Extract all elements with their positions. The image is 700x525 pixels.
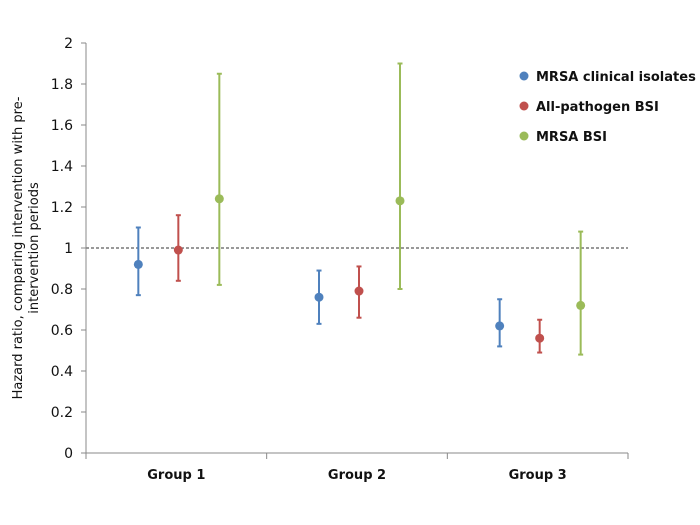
- x-category-label: Group 1: [147, 468, 205, 483]
- data-point: [314, 292, 324, 302]
- y-tick-label: 0.8: [51, 282, 73, 298]
- data-point: [576, 300, 586, 310]
- legend-marker: [519, 71, 529, 81]
- y-tick-label: 1: [64, 241, 73, 257]
- y-tick-label: 0: [64, 446, 73, 462]
- legend-label: MRSA clinical isolates: [536, 70, 696, 85]
- series-all-pathogen-bsi: [173, 214, 545, 354]
- data-point: [214, 194, 224, 204]
- y-tick-label: 0.6: [51, 323, 73, 339]
- y-axis-label-line-2: intervention periods: [27, 182, 42, 314]
- series-mrsa-clinical-isolates: [133, 226, 505, 348]
- y-tick-label: 0.2: [51, 405, 73, 421]
- y-tick-label: 1.2: [51, 200, 73, 216]
- data-point: [354, 286, 364, 296]
- data-point: [495, 321, 505, 331]
- data-point: [173, 245, 183, 255]
- y-tick-label: 1.8: [51, 77, 73, 93]
- y-tick-label: 2: [64, 36, 73, 52]
- legend-marker: [519, 101, 529, 111]
- chart-legend: MRSA clinical isolates All-pathogen BSI MR…: [519, 70, 696, 145]
- y-tick-label: 1.6: [51, 118, 73, 134]
- legend-label: MRSA BSI: [536, 130, 607, 145]
- x-category-label: Group 2: [328, 468, 386, 483]
- data-point: [535, 333, 545, 343]
- x-category-label: Group 3: [509, 468, 567, 483]
- y-axis-label-line-1: Hazard ratio, comparing intervention wit…: [11, 96, 26, 399]
- chart-series: [133, 62, 586, 356]
- legend-marker: [519, 131, 529, 141]
- series-mrsa-bsi: [214, 62, 586, 356]
- y-tick-label: 0.4: [51, 364, 73, 380]
- legend-label: All-pathogen BSI: [536, 100, 659, 115]
- data-point: [395, 196, 405, 206]
- y-tick-label: 1.4: [51, 159, 73, 175]
- chart-axes: 0 0.2 0.4 0.6 0.8 1 1.2 1.4 1.6 1.8 2 Group 1 Group …: [51, 36, 629, 483]
- data-point: [133, 259, 143, 269]
